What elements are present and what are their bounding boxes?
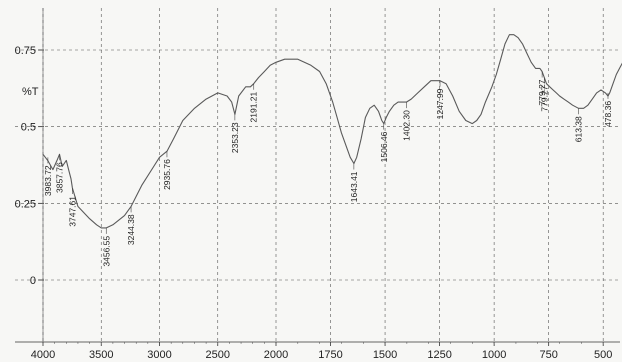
x-tick-label: 2000	[264, 349, 288, 361]
y-tick-label: 0	[30, 275, 36, 287]
series	[42, 34, 622, 229]
peak-label: 779.27	[537, 79, 547, 105]
peak-annotation: 2935.76	[162, 151, 172, 190]
x-tick-label: 1750	[318, 349, 342, 361]
x-tick-label: 1500	[373, 349, 397, 361]
peak-label: 1402.30	[401, 110, 411, 141]
x-tick-label: 1250	[427, 349, 451, 361]
peak-label: 3747.61	[67, 196, 77, 227]
peak-label: 779.27	[539, 85, 549, 111]
peak-label: 1643.41	[349, 171, 359, 202]
x-tick-label: 3000	[147, 349, 171, 361]
y-tick-label: 0.5	[21, 122, 36, 134]
peak-annotation: 3244.38	[126, 206, 136, 245]
peak-label: 3244.38	[126, 214, 136, 245]
peak-label: 613.38	[574, 116, 584, 142]
peak-annotation: 3456.55	[101, 227, 111, 267]
peak-label: 2935.76	[162, 159, 172, 190]
peak-label: 1506.46	[379, 131, 389, 162]
peak-label: 3983.72	[43, 165, 53, 196]
peak-annotation: 478.36	[603, 92, 613, 127]
x-tick-label: 500	[594, 349, 612, 361]
x-tick-label: 750	[539, 349, 557, 361]
grid	[15, 8, 620, 342]
peak-annotation: 3747.61	[67, 188, 77, 227]
peak-annotation: 2191.21	[249, 83, 259, 122]
x-tick-label: 3500	[89, 349, 113, 361]
peak-annotation: 1402.30	[401, 102, 411, 141]
axes: 4000 3500 3000 2500 2000 1750 1500 1250 1000 750 5…	[15, 8, 620, 361]
y-tick-label: 0.75	[15, 45, 36, 57]
y-tick-label: 0.25	[15, 198, 36, 210]
peak-label: 3857.76	[55, 162, 65, 193]
peak-annotation: 2353.23	[230, 114, 240, 153]
peak-annotation: 779.27	[537, 71, 547, 105]
peak-annotation: 613.38	[574, 108, 584, 142]
x-tick-label: 4000	[31, 349, 55, 361]
x-tick-label: 1000	[482, 349, 506, 361]
peak-label: 478.36	[603, 101, 613, 127]
peak-annotation: 3983.72	[43, 157, 53, 196]
peak-annotation: 3857.76	[55, 154, 65, 193]
peak-annotation: 779.27	[539, 77, 549, 112]
y-axis-label: %T	[22, 86, 39, 98]
peak-label: 2353.23	[230, 122, 240, 153]
peak-annotation: 1506.46	[379, 123, 389, 162]
peak-annotation: 1247.99	[435, 80, 445, 119]
peak-annotation: 1643.41	[349, 163, 359, 202]
peak-label: 2191.21	[249, 91, 259, 122]
spectrum-line	[42, 34, 622, 229]
peak-label: 1247.99	[435, 88, 445, 119]
peak-label: 3456.55	[101, 236, 111, 267]
x-tick-label: 2500	[206, 349, 230, 361]
